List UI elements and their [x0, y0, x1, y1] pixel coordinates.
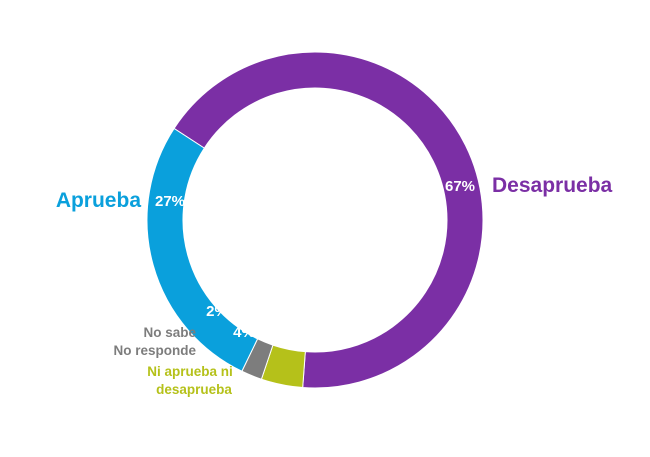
donut-slices	[146, 51, 484, 389]
category-label-ni-aprueba-line1: Ni aprueba ni	[147, 364, 233, 379]
pct-label-desaprueba: 67%	[445, 178, 475, 195]
category-label-ni-aprueba-line2: desaprueba	[156, 382, 232, 397]
category-labels: Desaprueba Aprueba No sabe No responde N…	[56, 174, 613, 397]
pct-label-ni-aprueba: 4%	[233, 324, 255, 341]
pct-label-no-sabe: 2%	[206, 303, 228, 320]
percent-labels: 67% 4% 2% 27%	[155, 178, 475, 341]
pct-label-aprueba: 27%	[155, 193, 185, 210]
category-label-aprueba: Aprueba	[56, 189, 142, 212]
donut-slice-aprueba	[146, 127, 259, 372]
category-label-no-sabe-line1: No sabe	[143, 325, 196, 340]
category-label-no-sabe-line2: No responde	[113, 343, 196, 358]
donut-slice-desaprueba	[173, 51, 484, 389]
category-label-desaprueba: Desaprueba	[492, 174, 613, 197]
